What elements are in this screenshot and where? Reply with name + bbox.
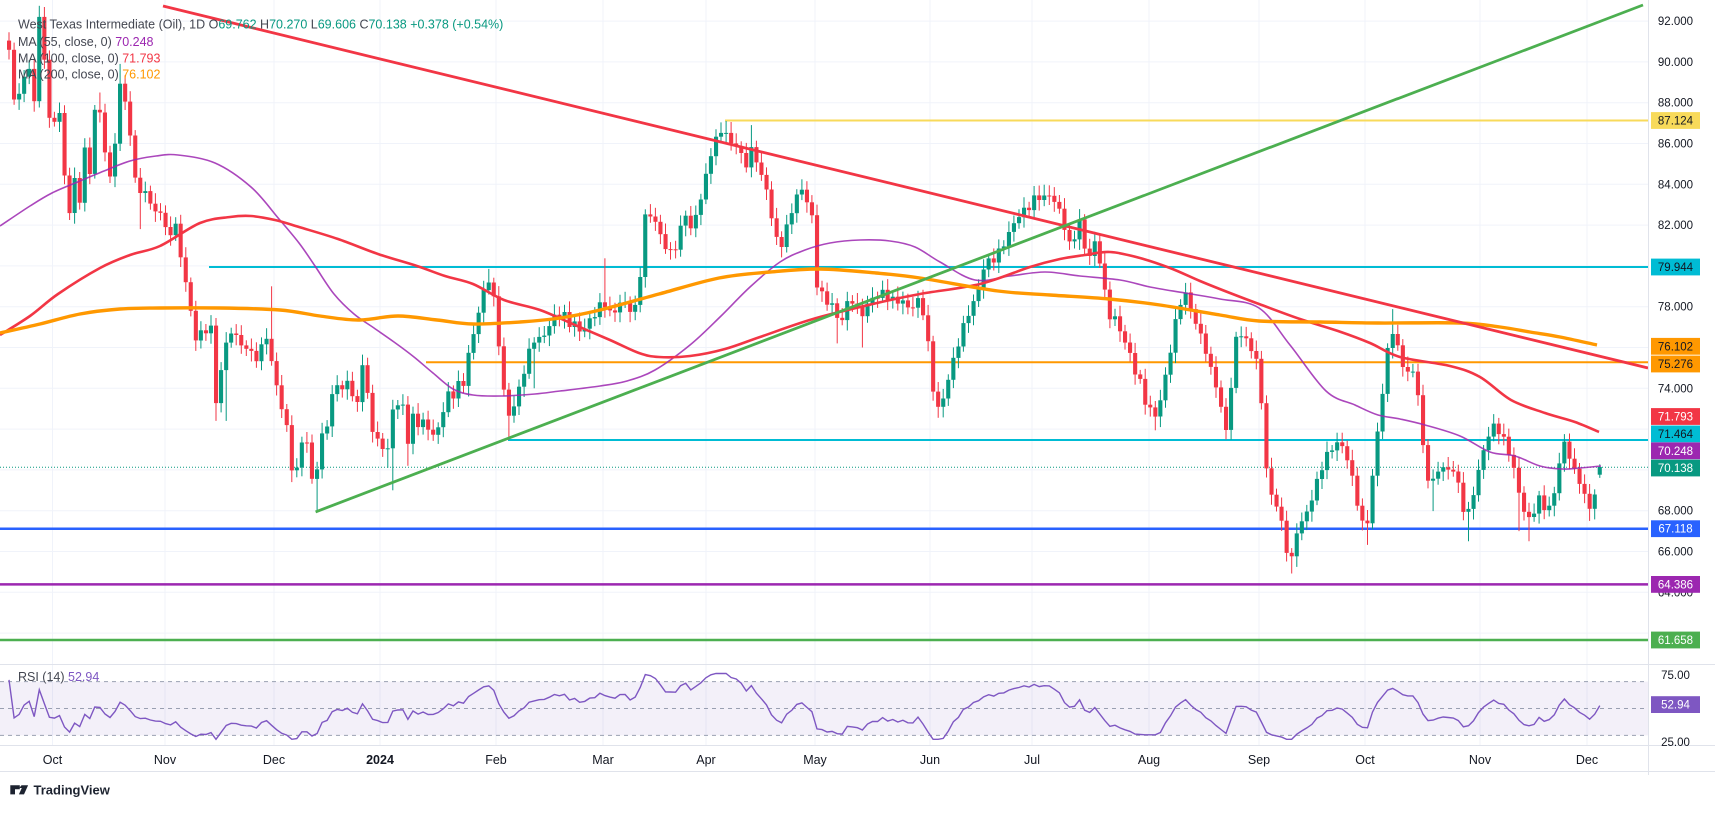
svg-text:87.124: 87.124 [1658, 116, 1694, 128]
svg-text:61.658: 61.658 [1658, 635, 1693, 647]
svg-text:Dec: Dec [263, 753, 285, 767]
svg-text:82.000: 82.000 [1658, 220, 1693, 232]
svg-text:52.94: 52.94 [1661, 700, 1690, 712]
svg-text:Nov: Nov [1469, 753, 1492, 767]
svg-text:25.00: 25.00 [1661, 737, 1690, 749]
svg-text:70.138: 70.138 [1658, 463, 1693, 475]
svg-text:71.464: 71.464 [1658, 429, 1694, 441]
svg-text:Aug: Aug [1138, 753, 1160, 767]
svg-text:67.118: 67.118 [1658, 524, 1692, 536]
svg-text:MA (200, close, 0) 76.102: MA (200, close, 0) 76.102 [18, 68, 160, 82]
svg-text:79.944: 79.944 [1658, 262, 1694, 274]
svg-text:66.000: 66.000 [1658, 547, 1693, 559]
svg-text:71.793: 71.793 [1658, 412, 1693, 424]
svg-text:88.000: 88.000 [1658, 98, 1693, 110]
svg-text:Sep: Sep [1248, 753, 1270, 767]
svg-text:MA (100, close, 0) 71.793: MA (100, close, 0) 71.793 [18, 52, 160, 66]
svg-text:64.386: 64.386 [1658, 579, 1693, 591]
svg-text:90.000: 90.000 [1658, 57, 1693, 69]
svg-text:68.000: 68.000 [1658, 506, 1693, 518]
svg-text:Apr: Apr [696, 753, 715, 767]
svg-text:92.000: 92.000 [1658, 16, 1693, 28]
svg-text:May: May [803, 753, 827, 767]
svg-text:Jul: Jul [1024, 753, 1040, 767]
svg-text:MA (55, close, 0) 70.248: MA (55, close, 0) 70.248 [18, 35, 154, 49]
svg-text:Oct: Oct [43, 753, 63, 767]
svg-text:RSI (14) 52.94: RSI (14) 52.94 [18, 670, 99, 684]
svg-text:76.102: 76.102 [1658, 341, 1693, 353]
svg-text:Mar: Mar [592, 753, 614, 767]
svg-text:Feb: Feb [485, 753, 507, 767]
svg-text:TradingView: TradingView [34, 783, 111, 798]
svg-text:2024: 2024 [366, 753, 394, 767]
svg-text:75.276: 75.276 [1658, 359, 1693, 371]
svg-text:Oct: Oct [1355, 753, 1375, 767]
svg-text:70.248: 70.248 [1658, 446, 1693, 458]
svg-text:West Texas Intermediate (Oil),: West Texas Intermediate (Oil), 1D O69.76… [18, 18, 503, 32]
svg-text:Nov: Nov [154, 753, 177, 767]
svg-text:Jun: Jun [920, 753, 940, 767]
svg-text:78.000: 78.000 [1658, 302, 1693, 314]
svg-text:75.00: 75.00 [1661, 670, 1690, 682]
svg-text:86.000: 86.000 [1658, 139, 1693, 151]
svg-text:84.000: 84.000 [1658, 179, 1693, 191]
svg-text:74.000: 74.000 [1658, 383, 1693, 395]
svg-text:Dec: Dec [1576, 753, 1598, 767]
